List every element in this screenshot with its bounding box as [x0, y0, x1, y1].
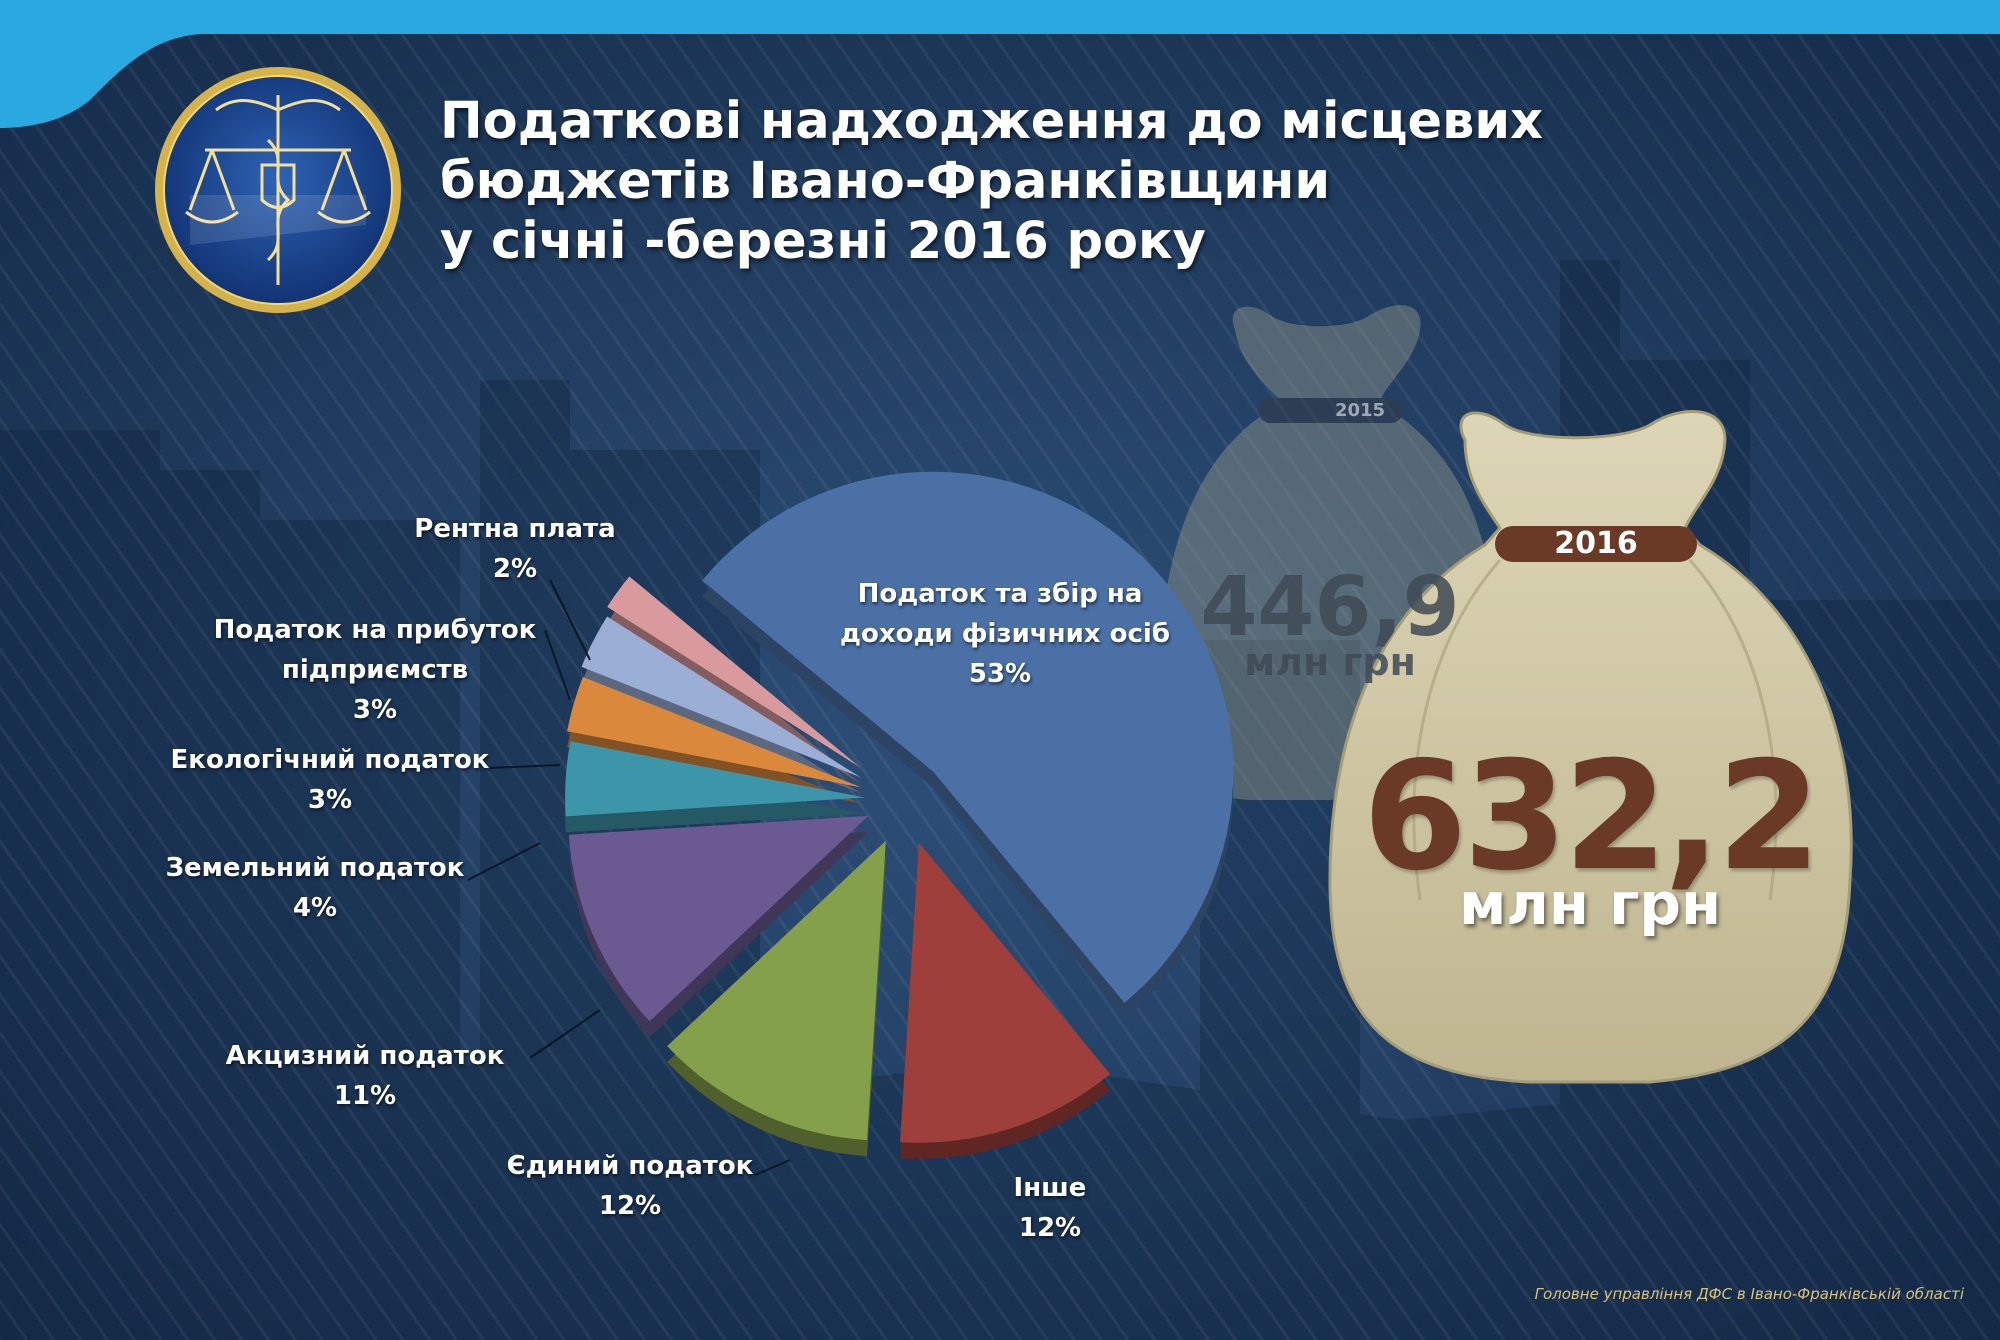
- bag-2016-shape: [1328, 410, 1853, 1084]
- label-other-percent: 12%: [1018, 1213, 1082, 1243]
- pie-leader-line-7: [549, 579, 591, 661]
- pie-slice-6: [581, 616, 861, 778]
- label-ecology-name: Екологічний податок: [170, 745, 490, 775]
- dfs-emblem: [155, 67, 401, 313]
- label-profit-line1: Податок на прибуток: [213, 615, 537, 645]
- pie-leader-line-4: [467, 842, 541, 881]
- pie-slice-1: [900, 842, 1111, 1143]
- pie-leader-line-2: [754, 1159, 791, 1176]
- label-rent-percent: 2%: [492, 554, 538, 584]
- pie-slice-3: [568, 815, 869, 1022]
- pie-leader-line-3: [529, 1009, 601, 1059]
- pie-slice-4: [565, 741, 866, 817]
- label-profit: Податок на прибуток підприємств 3%: [200, 610, 550, 730]
- label-pdfo: Податок та збір на доходи фізичних осіб …: [840, 574, 1170, 694]
- bag-2016-year: 2016: [1554, 526, 1638, 561]
- page-title: Податкові надходження до місцевих бюджет…: [440, 92, 1740, 272]
- pie-slice-7: [607, 576, 861, 768]
- label-excise-percent: 11%: [333, 1081, 397, 1111]
- bag-2015-value: 446,9: [1200, 560, 1460, 655]
- label-excise: Акцизний податок 11%: [200, 1036, 530, 1116]
- label-profit-line2: підприємств: [281, 655, 469, 685]
- bag-2015-year: 2015: [1334, 400, 1386, 421]
- label-rent-name: Рентна плата: [414, 514, 616, 544]
- bag-2016-unit: млн грн: [1458, 870, 1722, 938]
- label-other-name: Інше: [1013, 1173, 1087, 1203]
- label-ecology-percent: 3%: [307, 785, 353, 815]
- label-pdfo-line1: Податок та збір на: [857, 579, 1143, 609]
- label-single-tax: Єдиний податок 12%: [470, 1146, 790, 1226]
- label-land: Земельний податок 4%: [150, 848, 480, 928]
- bag-2016-value: 632,2: [1362, 730, 1821, 904]
- label-ecology: Екологічний податок 3%: [160, 740, 500, 820]
- label-other: Інше 12%: [970, 1168, 1130, 1248]
- label-profit-percent: 3%: [352, 695, 398, 725]
- label-land-name: Земельний податок: [165, 853, 465, 883]
- label-single-tax-percent: 12%: [598, 1191, 662, 1221]
- bag-2015-unit: млн грн: [1244, 640, 1416, 684]
- label-pdfo-line2: доходи фізичних осіб: [840, 619, 1170, 649]
- label-single-tax-name: Єдиний податок: [506, 1151, 754, 1181]
- pie-leader-line-5: [489, 764, 561, 769]
- title-line-3: у січні -березні 2016 року: [440, 212, 1206, 271]
- footer-credit: Головне управління ДФС в Івано-Франківсь…: [1534, 1285, 1964, 1303]
- pie-leader-line-6: [544, 629, 571, 701]
- title-line-1: Податкові надходження до місцевих: [440, 92, 1543, 151]
- label-land-percent: 4%: [292, 893, 338, 923]
- label-pdfo-percent: 53%: [968, 659, 1032, 689]
- title-line-2: бюджетів Івано-Франківщини: [440, 152, 1331, 211]
- pie-slice-0: [702, 471, 1234, 1003]
- label-excise-name: Акцизний податок: [225, 1041, 505, 1071]
- pie-slice-2: [667, 840, 886, 1141]
- label-rent: Рентна плата 2%: [400, 509, 630, 589]
- pie-slice-5: [567, 677, 862, 788]
